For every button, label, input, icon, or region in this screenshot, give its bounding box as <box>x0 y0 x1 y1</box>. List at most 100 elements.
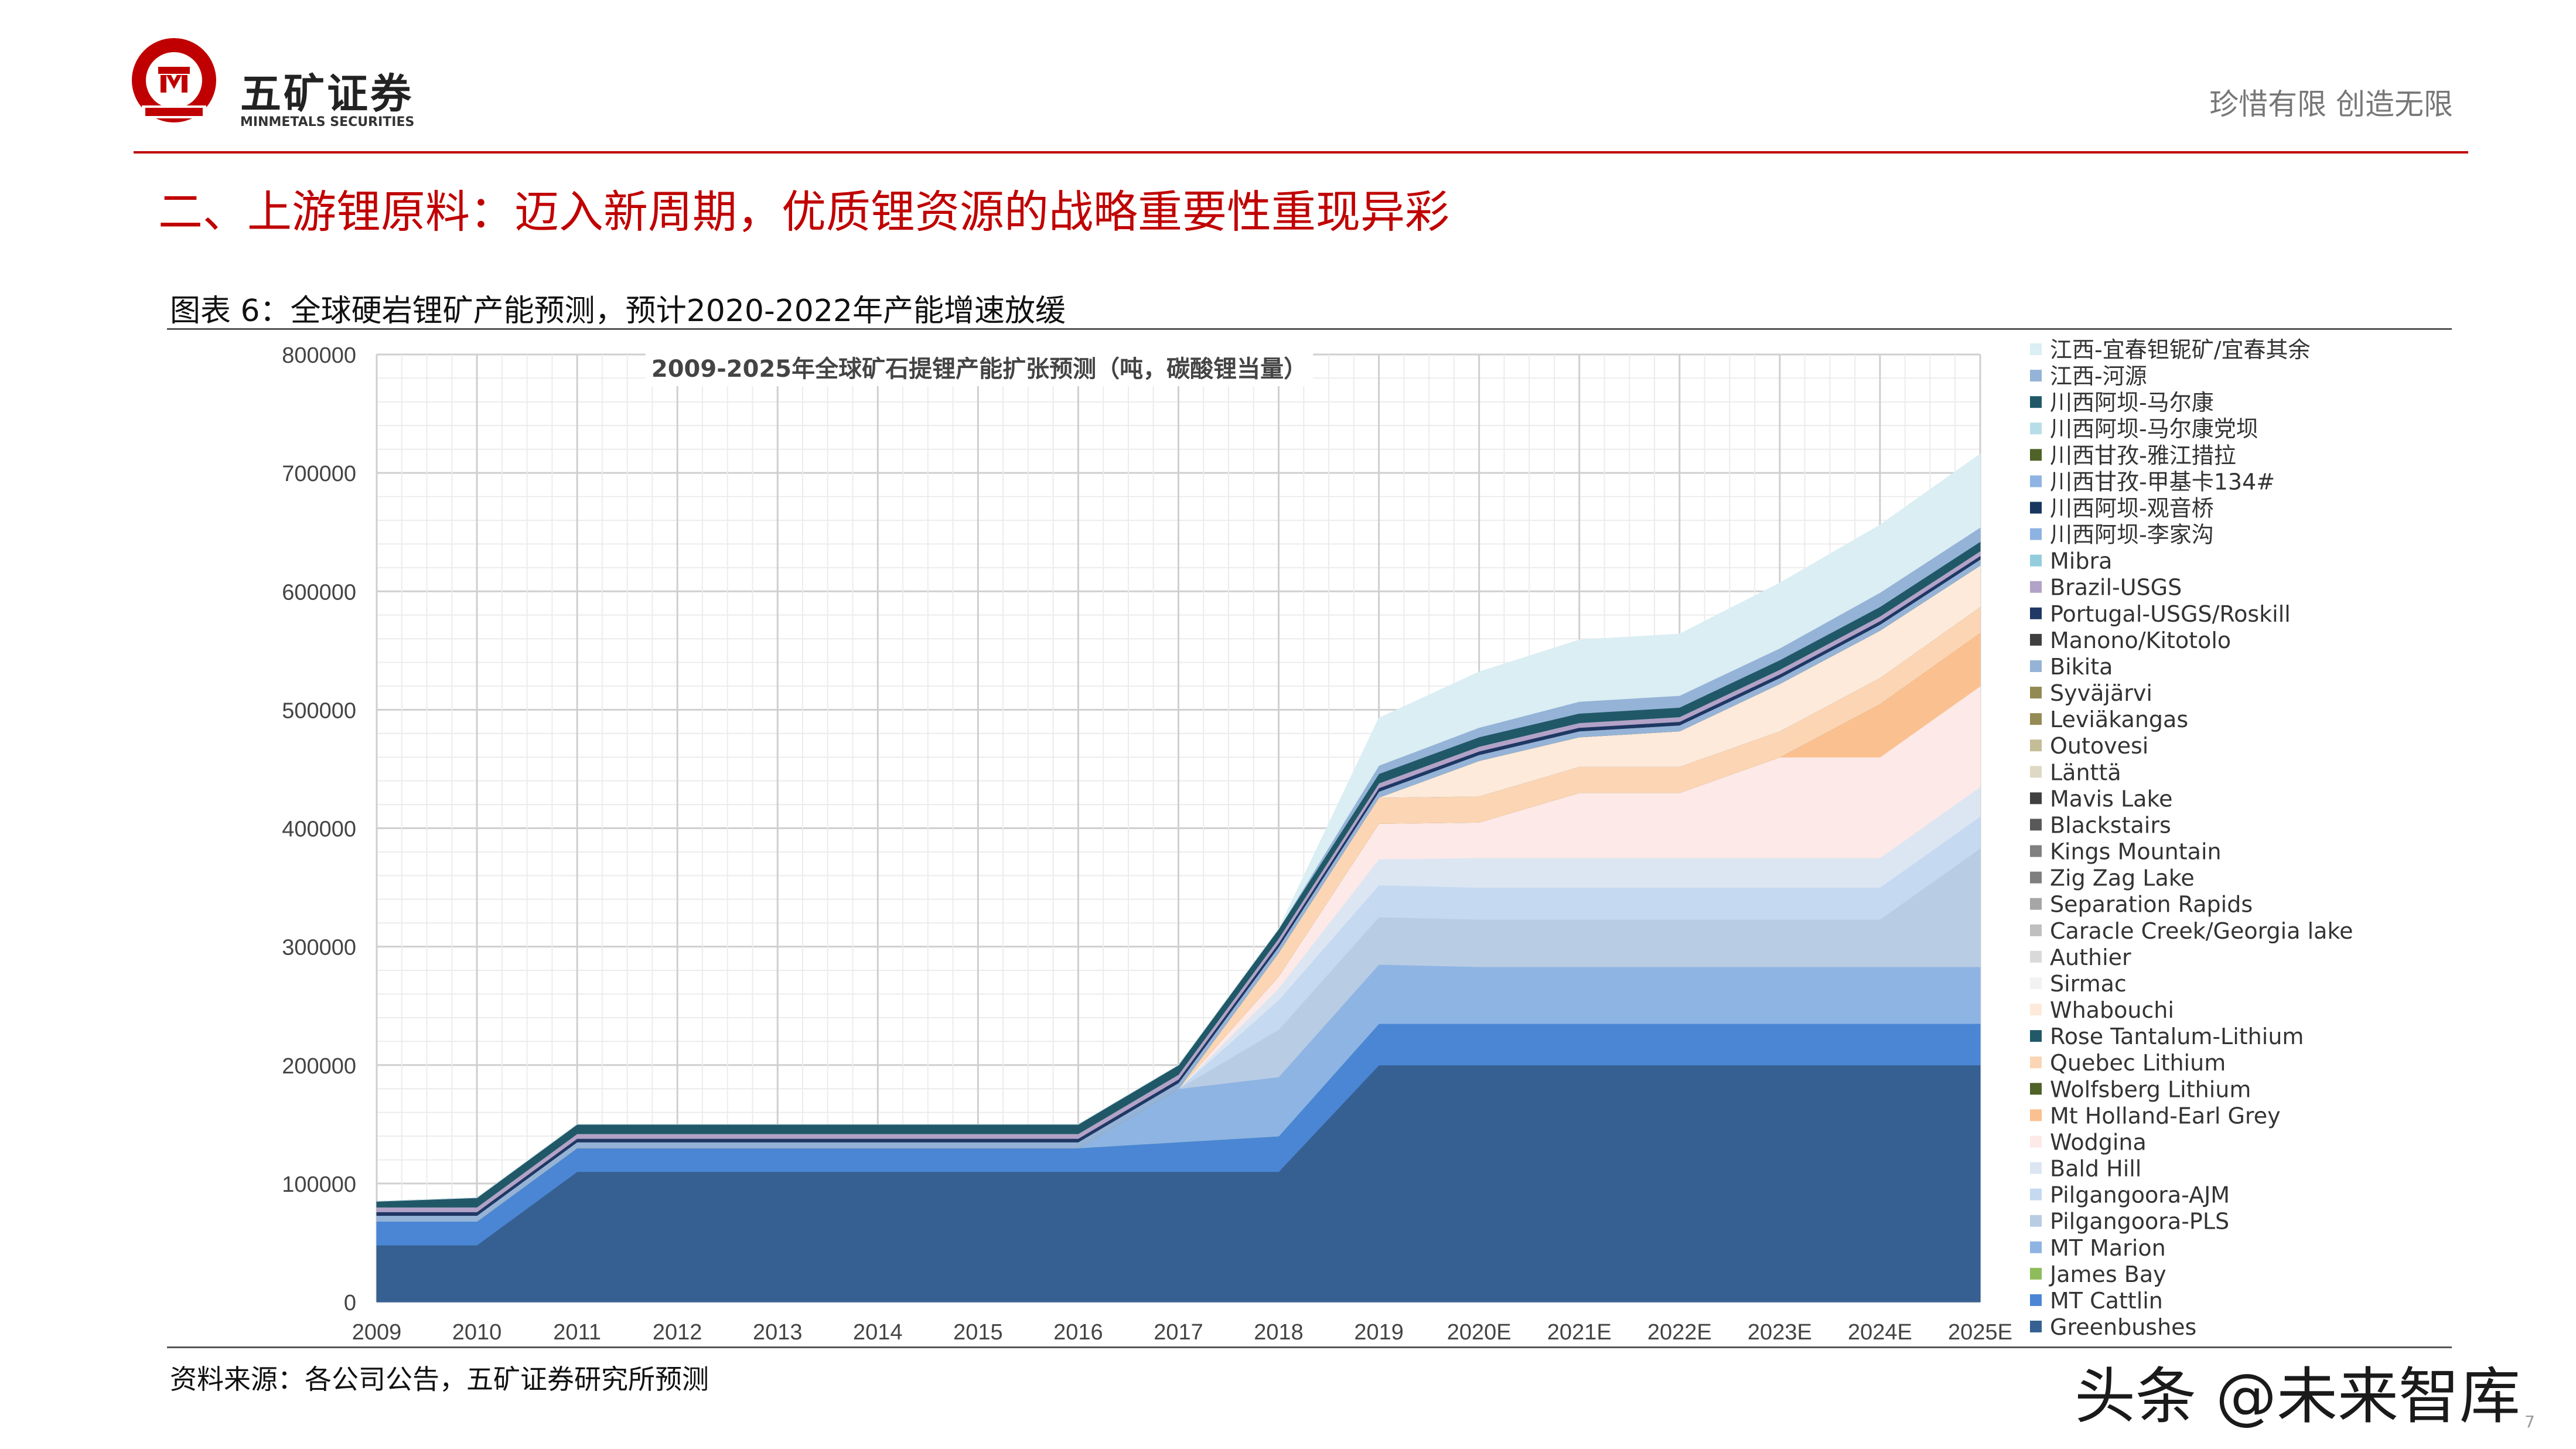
legend-label: Zig Zag Lake <box>2050 865 2195 891</box>
x-tick-label: 2023E <box>1748 1320 1812 1345</box>
legend-label: Portugal-USGS/Roskill <box>2050 601 2291 627</box>
y-tick-label: 200000 <box>282 1054 356 1079</box>
x-tick-label: 2015 <box>953 1320 1003 1345</box>
legend-label: Greenbushes <box>2050 1314 2196 1340</box>
legend-item: Caracle Creek/Georgia lake <box>2030 918 2353 944</box>
legend-label: Sirmac <box>2050 971 2127 997</box>
legend-swatch <box>2030 819 2042 831</box>
legend-label: Mibra <box>2050 548 2112 574</box>
legend-item: 川西阿坝-观音桥 <box>2030 495 2214 521</box>
caption-divider <box>167 328 2452 330</box>
legend-item: Bald Hill <box>2030 1156 2141 1182</box>
legend-swatch <box>2030 977 2042 989</box>
legend-swatch <box>2030 1136 2042 1148</box>
x-tick-label: 2013 <box>753 1320 803 1345</box>
legend-label: Länttä <box>2050 759 2121 785</box>
x-tick-label: 2020E <box>1447 1320 1512 1345</box>
legend-label: Authier <box>2050 945 2131 970</box>
legend-label: 川西阿坝-李家沟 <box>2050 522 2214 548</box>
legend-swatch <box>2030 1294 2042 1306</box>
legend-swatch <box>2030 449 2042 461</box>
legend-label: Bald Hill <box>2050 1156 2141 1182</box>
header-divider <box>134 151 2468 154</box>
legend-swatch <box>2030 1241 2042 1253</box>
legend-item: Authier <box>2030 945 2131 970</box>
legend-item: Whabouchi <box>2030 997 2174 1023</box>
brand-name-en: MINMETALS SECURITIES <box>240 115 415 129</box>
legend-swatch <box>2030 1109 2042 1121</box>
legend-swatch <box>2030 475 2042 487</box>
legend-item: Mibra <box>2030 548 2112 574</box>
legend-swatch <box>2030 950 2042 963</box>
legend-label: Outovesi <box>2050 733 2148 759</box>
legend-label: Whabouchi <box>2050 997 2174 1023</box>
legend-swatch <box>2030 924 2042 936</box>
legend-item: Blackstairs <box>2030 812 2171 838</box>
legend-swatch <box>2030 502 2042 514</box>
legend-swatch <box>2030 845 2042 857</box>
legend-item: James Bay <box>2030 1262 2166 1287</box>
legend-swatch <box>2030 766 2042 778</box>
legend-swatch <box>2030 1004 2042 1016</box>
figure-caption: 图表 6：全球硬岩锂矿产能预测，预计2020-2022年产能增速放缓 <box>170 294 1066 329</box>
minmetals-emblem-icon <box>132 38 216 122</box>
x-tick-label: 2021E <box>1547 1320 1612 1345</box>
legend-label: 川西甘孜-雅江措拉 <box>2050 442 2236 468</box>
y-tick-label: 100000 <box>282 1172 356 1197</box>
x-tick-label: 2024E <box>1848 1320 1912 1345</box>
x-tick-label: 2014 <box>853 1320 903 1345</box>
legend-item: 川西阿坝-李家沟 <box>2030 522 2214 548</box>
source-divider <box>167 1346 2452 1348</box>
legend-item: 川西阿坝-马尔康党坝 <box>2030 416 2258 442</box>
legend-item: Separation Rapids <box>2030 892 2253 918</box>
legend-item: 川西甘孜-甲基卡134# <box>2030 469 2275 495</box>
slogan: 珍惜有限 创造无限 <box>2209 87 2453 121</box>
legend-swatch <box>2030 871 2042 884</box>
section-title: 二、上游锂原料：迈入新周期，优质锂资源的战略重要性重现异彩 <box>158 186 1449 238</box>
legend-item: Greenbushes <box>2030 1314 2196 1340</box>
legend-swatch <box>2030 1056 2042 1069</box>
legend-item: Pilgangoora-AJM <box>2030 1182 2230 1208</box>
legend-item: Rose Tantalum-Lithium <box>2030 1024 2304 1049</box>
watermark: 头条 @未来智库 <box>2074 1361 2520 1432</box>
legend-item: 川西甘孜-雅江措拉 <box>2030 442 2236 468</box>
legend-swatch <box>2030 528 2042 540</box>
legend-item: Bikita <box>2030 654 2113 680</box>
legend-label: 川西阿坝-马尔康党坝 <box>2050 416 2258 442</box>
chart-title: 2009-2025年全球矿石提锂产能扩张预测（吨，碳酸锂当量） <box>651 356 1307 383</box>
legend-item: Pilgangoora-PLS <box>2030 1209 2229 1235</box>
legend-item: Mt Holland-Earl Grey <box>2030 1103 2281 1128</box>
chart-title-background <box>645 352 1313 386</box>
legend-label: Leviäkangas <box>2050 707 2188 732</box>
legend-swatch <box>2030 633 2042 646</box>
legend-item: MT Cattlin <box>2030 1288 2163 1314</box>
legend-item: 江西-宜春钽铌矿/宜春其余 <box>2030 337 2311 363</box>
source-note: 资料来源：各公司公告，五矿证券研究所预测 <box>170 1363 709 1395</box>
legend-label: Blackstairs <box>2050 812 2171 838</box>
legend-label: Mavis Lake <box>2050 786 2172 812</box>
legend-item: MT Marion <box>2030 1235 2166 1261</box>
chart-axes: 0 100000 200000 300000 400000 500000 600000 700… <box>282 343 2012 1345</box>
legend-item: Syväjärvi <box>2030 680 2152 706</box>
legend-swatch <box>2030 607 2042 619</box>
legend-label: Bikita <box>2050 654 2113 680</box>
x-tick-label: 2025E <box>1948 1320 2012 1345</box>
legend-swatch <box>2030 1083 2042 1095</box>
legend-label: MT Cattlin <box>2050 1288 2163 1314</box>
legend-item: Outovesi <box>2030 733 2148 759</box>
legend-item: Wodgina <box>2030 1129 2147 1155</box>
legend-label: 江西-宜春钽铌矿/宜春其余 <box>2050 337 2311 363</box>
legend-label: 川西甘孜-甲基卡134# <box>2050 469 2275 495</box>
legend-item: Zig Zag Lake <box>2030 865 2195 891</box>
y-tick-label: 800000 <box>282 343 356 368</box>
legend-label: Caracle Creek/Georgia lake <box>2050 918 2353 944</box>
x-tick-label: 2016 <box>1053 1320 1103 1345</box>
legend-swatch <box>2030 343 2042 355</box>
y-tick-label: 400000 <box>282 817 356 842</box>
legend-label: Pilgangoora-PLS <box>2050 1209 2229 1235</box>
legend-swatch <box>2030 554 2042 567</box>
legend-label: 川西阿坝-观音桥 <box>2050 495 2214 521</box>
x-tick-label: 2010 <box>452 1320 502 1345</box>
legend-swatch <box>2030 581 2042 593</box>
legend-label: Pilgangoora-AJM <box>2050 1182 2230 1208</box>
